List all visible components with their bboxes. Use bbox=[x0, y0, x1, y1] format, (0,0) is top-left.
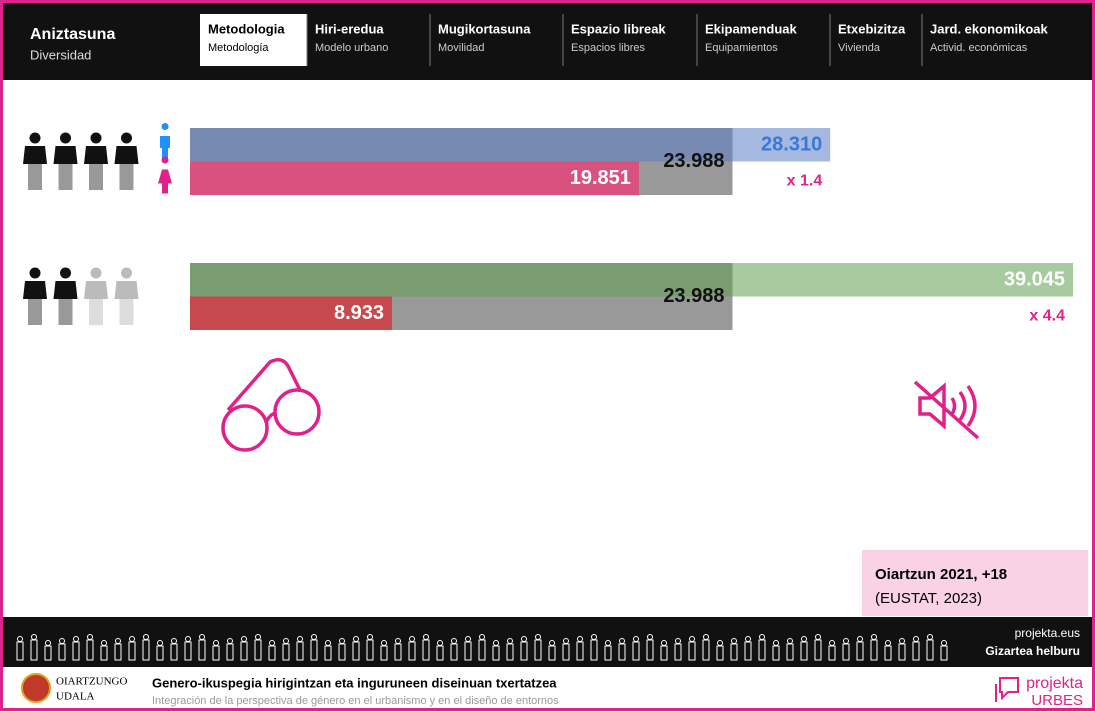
footer-title: Genero-ikuspegia hirigintzan eta ingurun… bbox=[152, 675, 557, 690]
person-head bbox=[30, 268, 41, 279]
brand-line1: projekta bbox=[1026, 675, 1083, 692]
tab-subtitle: Modelo urbano bbox=[315, 42, 388, 54]
men-label: 39.045 bbox=[1004, 268, 1065, 290]
person-head bbox=[91, 133, 102, 144]
section-title: Aniztasuna bbox=[30, 26, 115, 43]
org-line1: OIARTZUNGO bbox=[56, 676, 127, 688]
person-legs bbox=[28, 299, 42, 325]
person-body bbox=[84, 281, 108, 299]
tab-title: Espazio libreak bbox=[571, 21, 666, 36]
person-body bbox=[23, 281, 47, 299]
person-head bbox=[121, 268, 132, 279]
person-body bbox=[54, 146, 78, 164]
tab-title: Jard. ekonomikoak bbox=[930, 21, 1049, 36]
person-body bbox=[23, 146, 47, 164]
tab-subtitle: Metodología bbox=[208, 42, 269, 54]
men-label: 28.310 bbox=[761, 133, 822, 155]
footer-site[interactable]: projekta.eus bbox=[1015, 626, 1080, 640]
person-body bbox=[84, 146, 108, 164]
women-label: 8.933 bbox=[334, 302, 384, 324]
tab-title: Hiri-eredua bbox=[315, 21, 384, 36]
person-head bbox=[60, 268, 71, 279]
person-legs bbox=[89, 299, 103, 325]
tab-title: Mugikortasuna bbox=[438, 21, 531, 36]
men-bar bbox=[190, 263, 1073, 297]
person-legs bbox=[89, 164, 103, 190]
tab-title: Ekipamenduak bbox=[705, 21, 798, 36]
total-label: 23.988 bbox=[663, 150, 724, 172]
tab-subtitle: Activid. económicas bbox=[930, 42, 1028, 54]
org-line2: UDALA bbox=[56, 691, 95, 703]
org-logo bbox=[22, 674, 50, 702]
tab-subtitle: Vivienda bbox=[838, 42, 881, 54]
person-body bbox=[115, 146, 139, 164]
person-legs bbox=[59, 299, 73, 325]
person-legs bbox=[28, 164, 42, 190]
person-head bbox=[121, 133, 132, 144]
men-bar bbox=[190, 128, 830, 162]
page: Aniztasuna Diversidad MetodologiaMetodol… bbox=[0, 0, 1095, 711]
person-head bbox=[91, 268, 102, 279]
person-legs bbox=[120, 164, 134, 190]
source-title: Oiartzun 2021, +18 bbox=[875, 566, 1007, 583]
person-head bbox=[30, 133, 41, 144]
person-legs bbox=[120, 299, 134, 325]
tab-title: Etxebizitza bbox=[838, 21, 906, 36]
nav-tab[interactable]: Metodologia Metodología bbox=[200, 14, 307, 66]
section-subtitle: Diversidad bbox=[30, 47, 91, 62]
tab-title: Metodologia bbox=[208, 21, 285, 36]
ratio-label: x 1.4 bbox=[787, 173, 823, 190]
person-body bbox=[54, 281, 78, 299]
women-label: 19.851 bbox=[570, 167, 631, 189]
tab-subtitle: Movilidad bbox=[438, 42, 484, 54]
brand-line2: URBES bbox=[1031, 692, 1083, 709]
total-label: 23.988 bbox=[663, 285, 724, 307]
source-subtitle: (EUSTAT, 2023) bbox=[875, 590, 982, 607]
person-body bbox=[115, 281, 139, 299]
person-head bbox=[60, 133, 71, 144]
person-legs bbox=[59, 164, 73, 190]
footer-slogan: Gizartea helburu bbox=[985, 644, 1080, 658]
tab-subtitle: Equipamientos bbox=[705, 42, 778, 54]
ratio-label: x 4.4 bbox=[1029, 308, 1065, 325]
nav-bar bbox=[3, 3, 1092, 80]
footer-subtitle: Integración de la perspectiva de género … bbox=[152, 695, 559, 707]
tab-subtitle: Espacios libres bbox=[571, 42, 645, 54]
